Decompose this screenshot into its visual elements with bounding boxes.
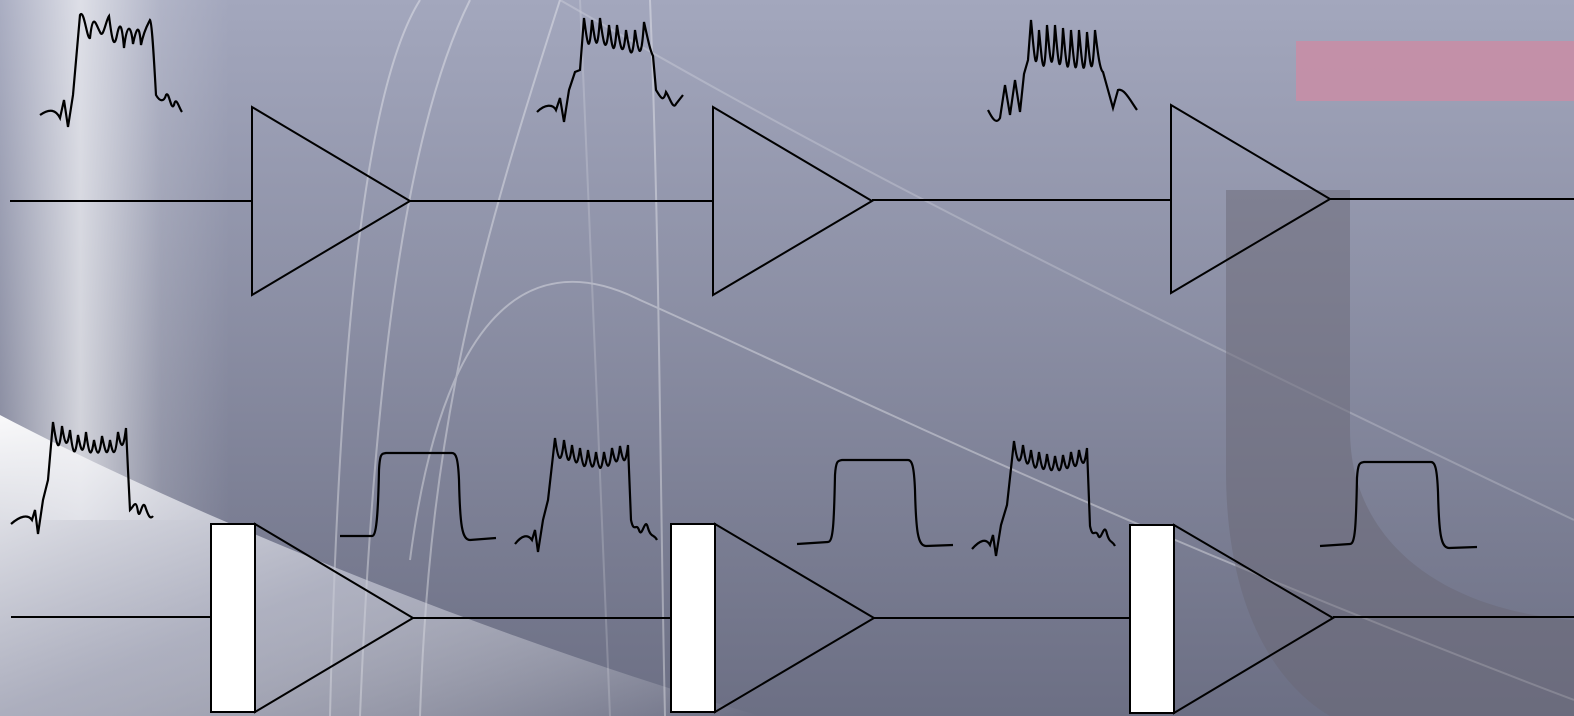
repeater-chain-with-regeneration	[10, 421, 1574, 715]
regenerator-box-icon	[670, 523, 716, 713]
pulse-waveform-icon	[514, 437, 658, 553]
pulse-waveform-icon	[340, 451, 497, 542]
watermark-logo	[1226, 190, 1574, 716]
pulse-waveform-icon	[796, 458, 954, 548]
amplifier-chain-without-regeneration	[10, 12, 1574, 297]
pulse-waveform-icon	[39, 12, 183, 128]
pulse-waveform-icon	[536, 17, 684, 123]
amplifier-triangle-icon	[251, 105, 412, 297]
amplifier-triangle-icon	[1173, 523, 1335, 715]
floor-highlight	[0, 415, 760, 716]
amplifier-triangle-icon	[1170, 103, 1332, 295]
amplifier-triangle-icon	[254, 522, 415, 714]
regenerator-box-icon	[210, 523, 256, 713]
amplifier-triangle-icon	[714, 522, 876, 714]
amplifier-triangle-icon	[712, 105, 874, 297]
pulse-waveform-icon	[10, 421, 154, 535]
regenerator-box-icon	[1129, 524, 1175, 714]
left-light-sweep	[0, 0, 230, 520]
pulse-waveform-icon	[971, 440, 1116, 557]
accent-bar	[1296, 41, 1574, 101]
pulse-waveform-icon	[987, 19, 1138, 122]
pulse-waveform-icon	[1319, 460, 1478, 550]
